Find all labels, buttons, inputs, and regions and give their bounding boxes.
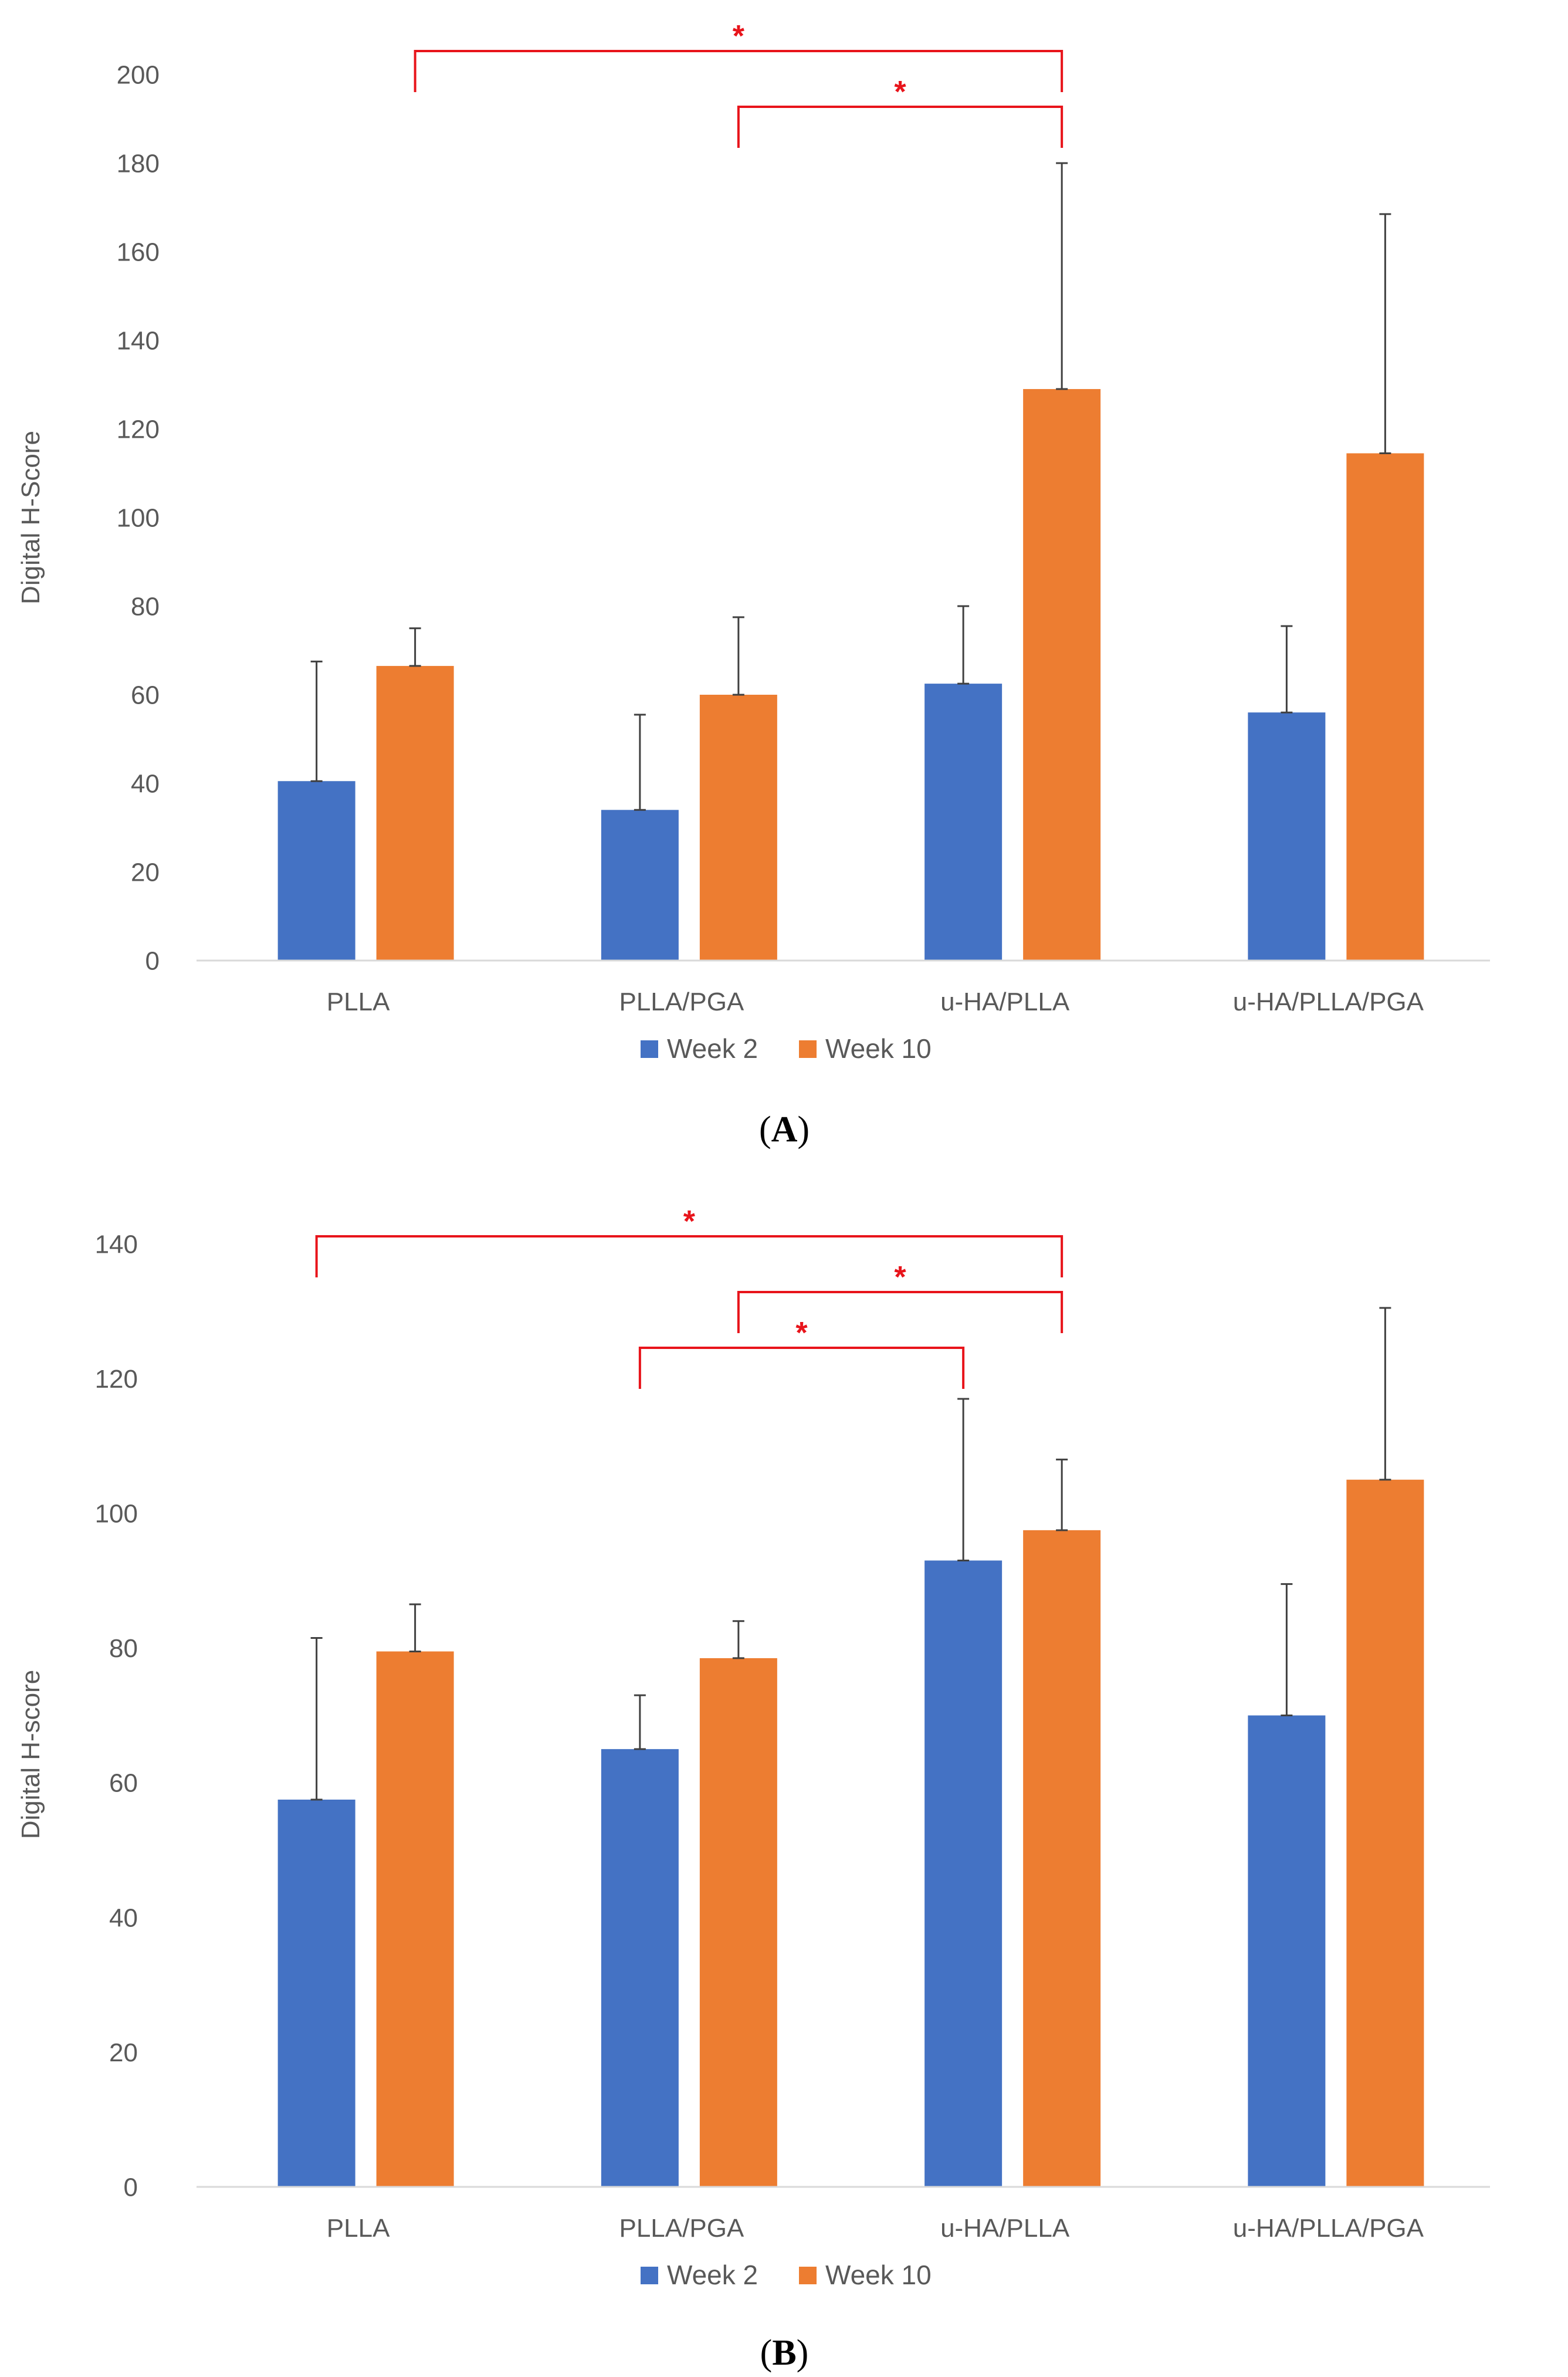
- bar-week10: [699, 1658, 777, 2187]
- chart-panel-b: 0 20 40 60 80 100 120 140 Digital H-score PLLA PLL…: [16, 1205, 1490, 2373]
- y-tick-label: 100: [95, 1500, 138, 1529]
- panel-paren-open: (: [759, 1110, 771, 1149]
- legend-marker-icon: [799, 2267, 817, 2284]
- significance-bracket: [737, 1291, 1064, 1333]
- y-tick-label: 0: [145, 946, 160, 975]
- chart-panel-a: 0 20 40 60 80 100 120 140 160 180 200 Digital H-Sco…: [16, 19, 1490, 1149]
- x-category-label: PLLA/PGA: [619, 988, 744, 1016]
- panel-label: (B): [760, 2333, 809, 2373]
- bar-week2: [1248, 1715, 1326, 2187]
- bar-week2: [924, 1560, 1003, 2187]
- bar-week10: [699, 695, 777, 961]
- y-axis-label: Digital H-score: [16, 1670, 45, 1840]
- y-tick-label: 100: [117, 503, 160, 532]
- y-tick-label: 20: [131, 858, 160, 887]
- panel-letter: B: [772, 2333, 796, 2373]
- x-category-label: u-HA/PLLA/PGA: [1233, 988, 1424, 1016]
- panel-paren-close: ): [797, 1110, 810, 1149]
- y-tick-label: 60: [109, 1769, 138, 1798]
- bar-week2: [924, 684, 1003, 961]
- x-category-label: u-HA/PLLA: [940, 2214, 1070, 2243]
- x-category-label: PLLA/PGA: [619, 2214, 744, 2243]
- significance-asterisk: *: [894, 75, 906, 109]
- legend-label: Week 2: [667, 1033, 758, 1064]
- legend-marker-icon: [641, 1040, 658, 1058]
- y-tick-label: 40: [109, 1903, 138, 1932]
- bar-week2: [277, 1799, 355, 2187]
- panel-letter: A: [771, 1110, 798, 1149]
- bar-week2: [601, 810, 679, 961]
- y-tick-label: 140: [95, 1230, 138, 1259]
- y-tick-label: 0: [124, 2173, 138, 2202]
- bar-week2: [277, 781, 355, 961]
- significance-bracket: [737, 106, 1064, 148]
- y-tick-label: 60: [131, 681, 160, 709]
- x-category-label: PLLA: [327, 2214, 390, 2243]
- y-tick-label: 140: [117, 326, 160, 355]
- legend-marker-icon: [799, 1040, 817, 1058]
- significance-bracket: [315, 1235, 1064, 1277]
- panel-paren-open: (: [760, 2333, 773, 2373]
- panel-paren-close: ): [797, 2333, 809, 2373]
- y-axis-label: Digital H-Score: [16, 431, 45, 604]
- bar-week2: [601, 1749, 679, 2187]
- y-tick-label: 20: [109, 2038, 138, 2067]
- legend-label: Week 10: [825, 1033, 932, 1064]
- y-tick-label: 80: [131, 592, 160, 621]
- legend-label: Week 2: [667, 2260, 758, 2290]
- y-tick-label: 80: [109, 1634, 138, 1663]
- bar-week10: [1023, 1530, 1101, 2187]
- x-category-label: PLLA: [327, 988, 390, 1016]
- significance-bracket: [414, 50, 1064, 92]
- x-category-label: u-HA/PLLA: [940, 988, 1070, 1016]
- y-tick-label: 160: [117, 238, 160, 266]
- significance-asterisk: *: [733, 19, 745, 53]
- y-tick-label: 120: [95, 1365, 138, 1394]
- bar-week10: [1346, 1479, 1424, 2187]
- legend-label: Week 10: [825, 2260, 932, 2290]
- y-tick-label: 200: [117, 60, 160, 89]
- legend-marker-icon: [641, 2267, 658, 2284]
- y-tick-label: 120: [117, 415, 160, 444]
- panel-label: (A): [759, 1110, 810, 1149]
- significance-asterisk: *: [683, 1205, 696, 1239]
- bar-week10: [376, 665, 454, 961]
- y-tick-label: 40: [131, 769, 160, 798]
- significance-asterisk: *: [795, 1316, 808, 1350]
- y-tick-label: 180: [117, 149, 160, 178]
- significance-asterisk: *: [894, 1260, 906, 1294]
- x-category-label: u-HA/PLLA/PGA: [1233, 2214, 1424, 2243]
- bar-week10: [376, 1651, 454, 2187]
- bar-week10: [1346, 453, 1424, 961]
- bar-week2: [1248, 712, 1326, 961]
- bar-week10: [1023, 389, 1101, 961]
- significance-bracket: [638, 1347, 965, 1389]
